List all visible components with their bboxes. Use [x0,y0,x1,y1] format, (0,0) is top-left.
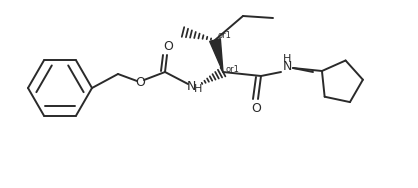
Text: or1: or1 [226,65,240,74]
Text: O: O [251,102,261,114]
Text: or1: or1 [218,32,232,40]
Text: O: O [163,40,173,54]
Text: H: H [283,54,291,64]
Polygon shape [210,39,223,72]
Text: H: H [194,84,202,94]
Text: N: N [282,61,292,74]
Text: N: N [186,80,196,92]
Text: O: O [135,76,145,89]
